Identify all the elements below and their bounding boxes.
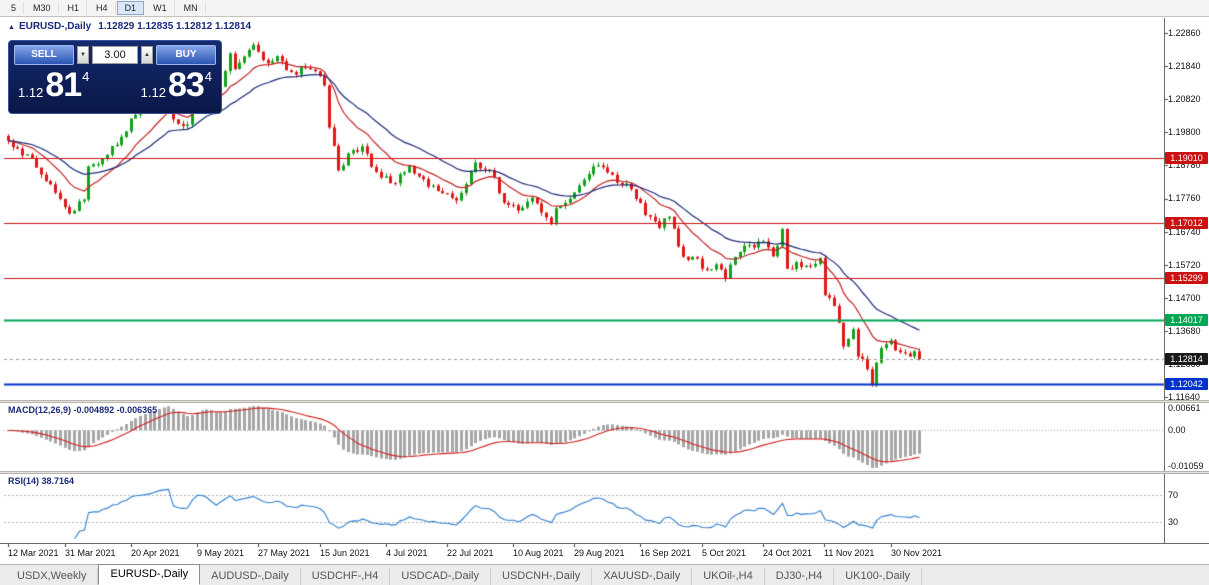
- sell-price-point: 4: [82, 69, 90, 84]
- one-click-trading-panel: SELL ▼ ▲ BUY 1.12 81 4 1.12 83 4: [8, 40, 222, 114]
- time-axis-label: 16 Sep 2021: [640, 548, 692, 558]
- time-axis-label: 9 May 2021: [197, 548, 245, 558]
- timeframe-button-h4[interactable]: H4: [88, 1, 116, 15]
- price-axis-label: 1.19800: [1168, 127, 1201, 137]
- ohlc-quote: 1.12829 1.12835 1.12812 1.12814: [98, 21, 252, 32]
- time-axis-label: 24 Oct 2021: [763, 548, 813, 558]
- timeframe-button-mn[interactable]: MN: [176, 1, 206, 15]
- macd-scale-max: 0.00661: [1168, 403, 1201, 413]
- hline-badge-114017: 1.14017: [1165, 314, 1208, 326]
- expand-arrow-icon[interactable]: ▲: [8, 24, 15, 31]
- hline-badge-117012: 1.17012: [1165, 217, 1208, 229]
- macd-indicator-label: MACD(12,26,9) -0.004892 -0.006365: [8, 405, 157, 415]
- volume-input[interactable]: [92, 46, 138, 64]
- volume-decrease-button[interactable]: ▼: [77, 46, 89, 64]
- time-axis-label: 12 Mar 2021: [8, 548, 59, 558]
- sell-price-pips: 81: [45, 66, 82, 104]
- timeframe-button-d1[interactable]: D1: [116, 1, 145, 15]
- price-axis-label: 1.20820: [1168, 94, 1201, 104]
- timeframe-button-m30[interactable]: M30: [25, 1, 59, 15]
- pane-splitter[interactable]: [0, 400, 1209, 403]
- rsi-name: RSI(14): [8, 476, 40, 486]
- time-axis-label: 27 May 2021: [258, 548, 311, 558]
- time-axis-label: 20 Apr 2021: [131, 548, 180, 558]
- pane-splitter[interactable]: [0, 471, 1209, 474]
- chart-tab-uk100[interactable]: UK100-,Daily: [834, 568, 923, 585]
- chart-title: EURUSD-,Daily: [18, 21, 92, 32]
- time-axis-label: 5 Oct 2021: [702, 548, 747, 558]
- buy-price-figure: 1.12: [140, 85, 166, 100]
- timeframe-button-w1[interactable]: W1: [145, 1, 175, 15]
- time-axis-label: 15 Jun 2021: [320, 548, 370, 558]
- macd-name: MACD(12,26,9): [8, 405, 72, 415]
- chart-tab-usdx[interactable]: USDX,Weekly: [6, 568, 99, 585]
- rsi-value: 38.7164: [41, 476, 75, 486]
- price-axis-label: 1.17760: [1168, 193, 1201, 203]
- buy-price-pips: 83: [167, 66, 205, 104]
- chart-tab-usdcnh[interactable]: USDCNH-,Daily: [491, 568, 593, 585]
- price-axis-label: 1.13680: [1168, 326, 1201, 336]
- chart-tab-ukoil[interactable]: UKOil-,H4: [692, 568, 765, 585]
- hline-badge-115299: 1.15299: [1165, 272, 1208, 284]
- time-axis-label: 11 Nov 2021: [824, 548, 875, 558]
- buy-price-point: 4: [204, 69, 212, 84]
- rsi-level-30-label: 30: [1168, 517, 1179, 527]
- time-axis-label: 30 Nov 2021: [891, 548, 943, 558]
- macd-scale-min: -0.01059: [1168, 461, 1204, 471]
- buy-price[interactable]: 1.12 83 4: [141, 66, 212, 104]
- price-axis-label: 1.22860: [1168, 28, 1201, 38]
- time-axis-label: 22 Jul 2021: [447, 548, 494, 558]
- hline-badge-119010: 1.19010: [1165, 152, 1208, 164]
- price-axis-separator: [1164, 18, 1165, 544]
- time-axis-label: 10 Aug 2021: [513, 548, 564, 558]
- sell-price[interactable]: 1.12 81 4: [18, 66, 89, 104]
- chart-tab-usdchf[interactable]: USDCHF-,H4: [301, 568, 391, 585]
- rsi-indicator-label: RSI(14) 38.7164: [8, 476, 74, 486]
- sell-price-figure: 1.12: [18, 85, 44, 100]
- chart-tab-usdcad[interactable]: USDCAD-,Daily: [390, 568, 491, 585]
- price-axis-label: 1.14700: [1168, 293, 1201, 303]
- chart-tab-dj30[interactable]: DJ30-,H4: [765, 568, 835, 585]
- time-axis-separator: [0, 543, 1209, 544]
- chart-tab-bar: USDX,Weekly EURUSD-,Daily AUDUSD-,Daily …: [0, 564, 1209, 585]
- timeframe-button-5[interactable]: 5: [3, 1, 25, 15]
- timeframe-button-h1[interactable]: H1: [60, 1, 88, 15]
- chart-tab-eurusd[interactable]: EURUSD-,Daily: [98, 564, 201, 585]
- volume-increase-button[interactable]: ▲: [141, 46, 153, 64]
- macd-values: -0.004892 -0.006365: [73, 405, 158, 415]
- chart-ohlc-header: ▲ EURUSD-,Daily 1.12829 1.12835 1.12812 1.…: [8, 21, 251, 32]
- price-axis-label: 1.11640: [1168, 392, 1200, 402]
- buy-button[interactable]: BUY: [156, 45, 216, 65]
- time-axis-label: 31 Mar 2021: [65, 548, 116, 558]
- hline-badge-112042: 1.12042: [1165, 378, 1208, 390]
- current-price-badge: 1.12814: [1165, 353, 1208, 365]
- price-axis-label: 1.21840: [1168, 61, 1201, 71]
- time-axis-label: 4 Jul 2021: [386, 548, 428, 558]
- price-axis-label: 1.16740: [1168, 227, 1201, 237]
- chart-tab-audusd[interactable]: AUDUSD-,Daily: [200, 568, 301, 585]
- sell-button[interactable]: SELL: [14, 45, 74, 65]
- timeframe-toolbar: 5 M30 H1 H4 D1 W1 MN: [0, 0, 1209, 17]
- time-axis-label: 29 Aug 2021: [574, 548, 625, 558]
- price-axis-label: 1.15720: [1168, 260, 1201, 270]
- price-axis-label: 1.18780: [1168, 160, 1201, 170]
- macd-scale-zero: 0.00: [1168, 425, 1186, 435]
- rsi-level-70-label: 70: [1168, 490, 1179, 500]
- chart-tab-xauusd[interactable]: XAUUSD-,Daily: [592, 568, 693, 585]
